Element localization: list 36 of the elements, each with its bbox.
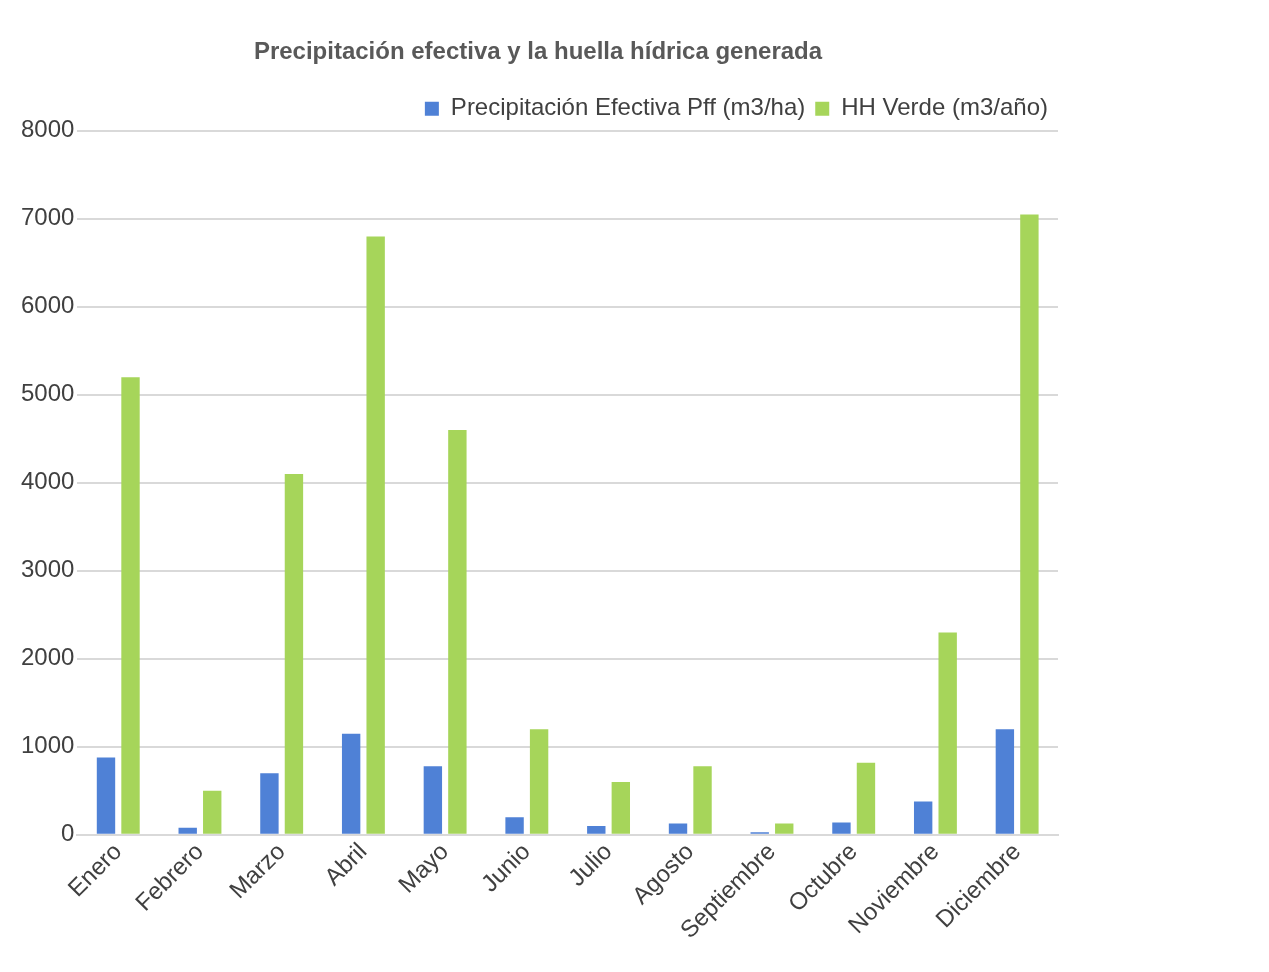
y-tick-label: 4000 [21,467,75,495]
y-tick-label: 0 [61,819,75,847]
bar [611,782,631,834]
bar [938,632,957,834]
bar [856,762,876,834]
y-tick-label: 5000 [21,379,75,407]
bar [832,822,851,834]
legend-label: Precipitación Efectiva Pff (m3/ha) [450,93,806,121]
bar [341,733,361,834]
y-tick-label: 6000 [21,291,75,319]
bar [121,377,140,834]
bar [284,474,304,834]
bar [423,766,443,834]
y-tick-label: 3000 [21,555,75,583]
x-tick-label: Julio [562,837,617,892]
bar [1020,214,1039,834]
bar [668,823,688,834]
bar [203,790,222,834]
chart-title: Precipitación efectiva y la huella hídrica generada [253,37,823,65]
bar [693,766,712,834]
bar [448,430,467,834]
bar [529,729,549,834]
y-tick-label: 1000 [21,731,75,759]
bar [505,817,524,834]
legend-label: HH Verde (m3/año) [841,93,1049,121]
bar [587,826,606,834]
bar [366,236,385,834]
bar [96,757,116,834]
bar [178,827,197,834]
bar [913,801,933,834]
y-tick-label: 7000 [21,203,75,231]
bar [775,823,794,834]
y-tick-label: 2000 [21,643,75,671]
bar [260,773,279,834]
bar [995,729,1015,834]
y-tick-label: 8000 [21,115,75,143]
